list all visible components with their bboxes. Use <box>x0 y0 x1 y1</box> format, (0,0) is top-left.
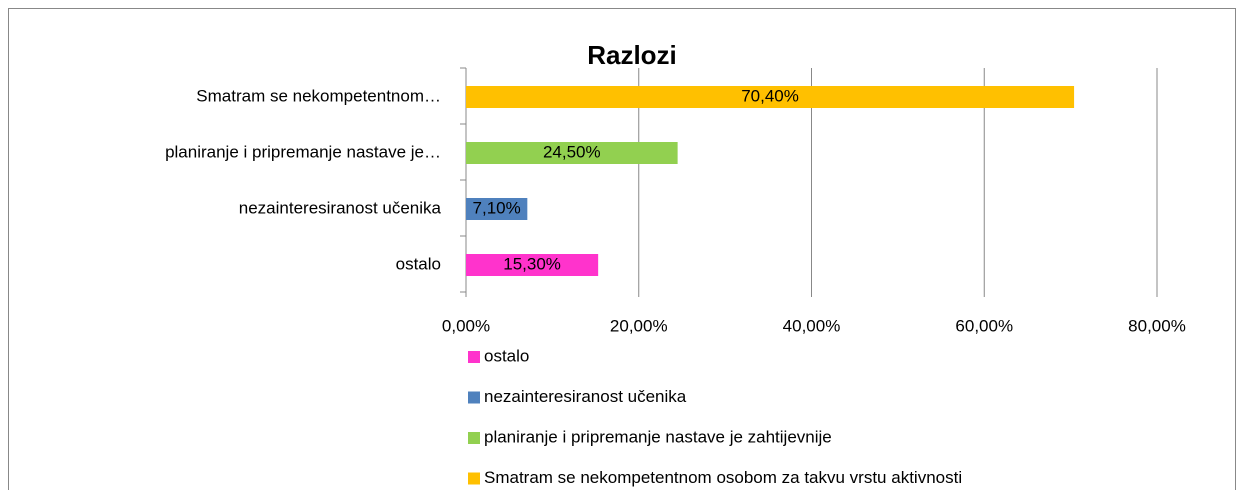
chart-frame <box>8 8 1236 490</box>
chart-title: Razlozi <box>587 40 677 70</box>
legend-swatch <box>468 391 480 404</box>
data-label: 24,50% <box>543 142 601 161</box>
data-label: 15,30% <box>503 254 561 273</box>
legend-swatch <box>468 472 480 485</box>
legend-swatch <box>468 351 480 363</box>
y-tick-label: planiranje i pripremanje nastave je… <box>165 142 441 161</box>
y-tick-label: Smatram se nekompetentnom… <box>196 86 441 105</box>
legend-label: ostalo <box>484 346 529 365</box>
x-tick-label: 40,00% <box>783 316 841 335</box>
x-tick-label: 20,00% <box>610 316 668 335</box>
legend-label: planiranje i pripremanje nastave je zaht… <box>484 427 832 446</box>
legend-label: nezainteresiranost učenika <box>484 387 687 406</box>
data-label: 70,40% <box>741 86 799 105</box>
bar <box>466 86 1075 108</box>
y-tick-label: ostalo <box>396 254 441 273</box>
x-tick-label: 80,00% <box>1128 316 1186 335</box>
legend-swatch <box>468 432 480 444</box>
data-label: 7,10% <box>473 198 521 217</box>
x-tick-label: 0,00% <box>442 316 490 335</box>
bar <box>466 254 599 276</box>
bar <box>466 198 528 220</box>
bar <box>466 142 678 164</box>
x-tick-label: 60,00% <box>955 316 1013 335</box>
y-tick-label: nezainteresiranost učenika <box>239 198 442 217</box>
legend-label: Smatram se nekompetentnom osobom za takv… <box>484 468 962 487</box>
